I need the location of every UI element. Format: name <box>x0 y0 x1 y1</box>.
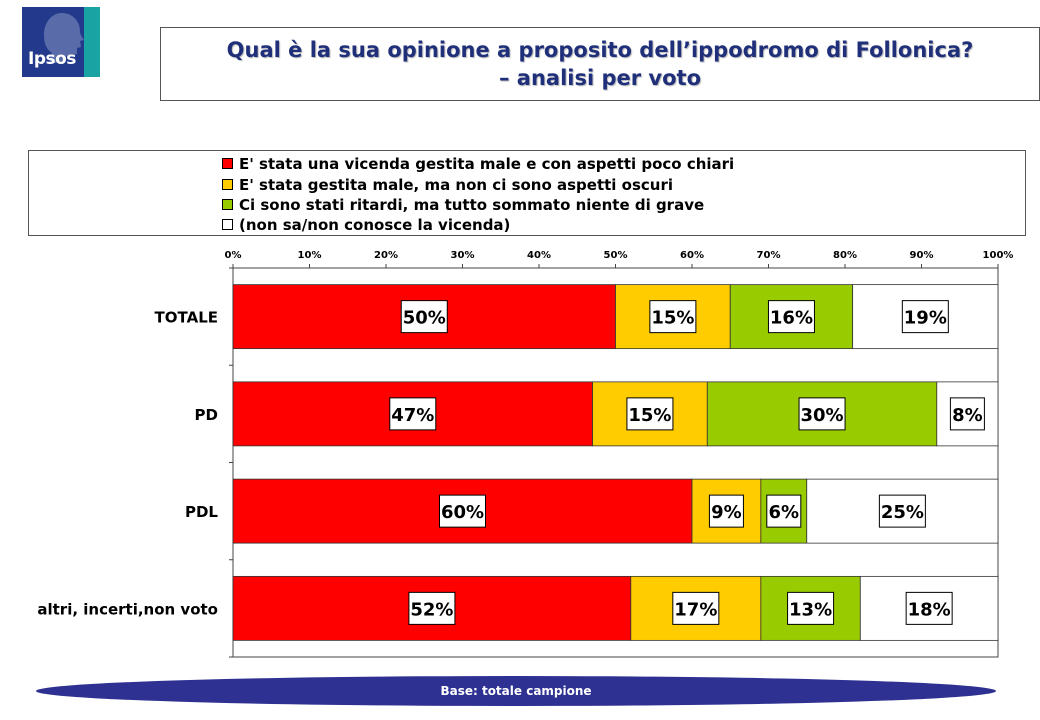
page-title: Qual è la sua opinione a proposito dell’… <box>161 28 1039 92</box>
data-label: 17% <box>674 599 717 620</box>
data-label-box <box>901 300 949 334</box>
footer-text: Base: totale campione <box>440 684 592 698</box>
title-line-1: Qual è la sua opinione a proposito dell’… <box>226 38 974 62</box>
data-label: 8% <box>952 405 983 426</box>
x-tick-label: 40% <box>527 250 551 261</box>
x-tick-label: 30% <box>451 250 475 261</box>
data-label: 15% <box>628 405 671 426</box>
logo-text: Ipsos <box>28 49 76 69</box>
x-tick-label: 10% <box>298 250 322 261</box>
category-label: TOTALE <box>155 309 218 327</box>
data-label-box <box>787 591 835 625</box>
x-tick-label: 90% <box>910 250 934 261</box>
ipsos-logo: Ipsos <box>22 7 100 77</box>
title-box: Qual è la sua opinione a proposito dell’… <box>160 27 1040 101</box>
data-label: 15% <box>651 308 694 329</box>
data-label-box <box>767 300 815 334</box>
legend-item-3: (non sa/non conosce la vicenda) <box>222 214 510 235</box>
legend-item-1: E' stata gestita male, ma non ci sono as… <box>222 174 673 195</box>
data-label: 50% <box>403 308 446 329</box>
bar-segment <box>691 478 762 544</box>
category-label: PD <box>195 406 218 424</box>
legend-label-2: Ci sono stati ritardi, ma tutto sommato … <box>239 195 705 214</box>
category-label: PDL <box>185 503 218 521</box>
data-label: 25% <box>881 502 924 523</box>
x-tick-label: 70% <box>757 250 781 261</box>
data-label: 16% <box>770 308 813 329</box>
legend-label-3: (non sa/non conosce la vicenda) <box>239 215 511 234</box>
data-label-box <box>400 300 448 334</box>
x-tick-label: 50% <box>604 250 628 261</box>
data-label: 9% <box>711 502 742 523</box>
category-label: altri, incerti,non voto <box>37 600 218 618</box>
legend-item-2: Ci sono stati ritardi, ma tutto sommato … <box>222 194 704 215</box>
legend-swatch-red <box>222 158 233 169</box>
data-label-box <box>798 397 846 431</box>
data-label: 52% <box>410 599 453 620</box>
data-label-box <box>766 494 802 528</box>
legend-swatch-green <box>222 199 233 210</box>
legend-swatch-yellow <box>222 179 233 190</box>
footer-ellipse <box>36 676 996 706</box>
x-tick-label: 60% <box>680 250 704 261</box>
footer-banner: Base: totale campione <box>36 676 996 706</box>
x-tick-label: 20% <box>374 250 398 261</box>
logo-head-icon <box>44 13 84 63</box>
data-label: 30% <box>801 405 844 426</box>
logo-panel <box>22 7 84 77</box>
data-label-box <box>649 300 697 334</box>
data-label: 13% <box>789 599 832 620</box>
data-label-box <box>949 397 985 431</box>
data-label-box <box>672 591 720 625</box>
data-label: 18% <box>908 599 951 620</box>
x-tick-label: 0% <box>225 250 242 261</box>
data-label: 47% <box>391 405 434 426</box>
title-line-2: – analisi per voto <box>498 66 702 90</box>
x-tick-label: 100% <box>983 250 1014 261</box>
x-tick-label: 80% <box>833 250 857 261</box>
data-label-box <box>878 494 926 528</box>
data-label-box <box>408 591 456 625</box>
legend-label-1: E' stata gestita male, ma non ci sono as… <box>239 175 674 194</box>
data-label: 19% <box>904 308 947 329</box>
data-label: 6% <box>769 502 800 523</box>
legend-swatch-white <box>222 219 233 230</box>
data-label-box <box>439 494 486 528</box>
data-label: 60% <box>441 502 484 523</box>
legend-item-0: E' stata una vicenda gestita male e con … <box>222 153 734 174</box>
data-label-box <box>905 591 953 625</box>
data-label-box <box>626 397 674 431</box>
data-label-box <box>389 397 437 431</box>
chart-legend: E' stata una vicenda gestita male e con … <box>28 150 1026 236</box>
data-label-box <box>708 494 744 528</box>
legend-label-0: E' stata una vicenda gestita male e con … <box>239 154 735 173</box>
